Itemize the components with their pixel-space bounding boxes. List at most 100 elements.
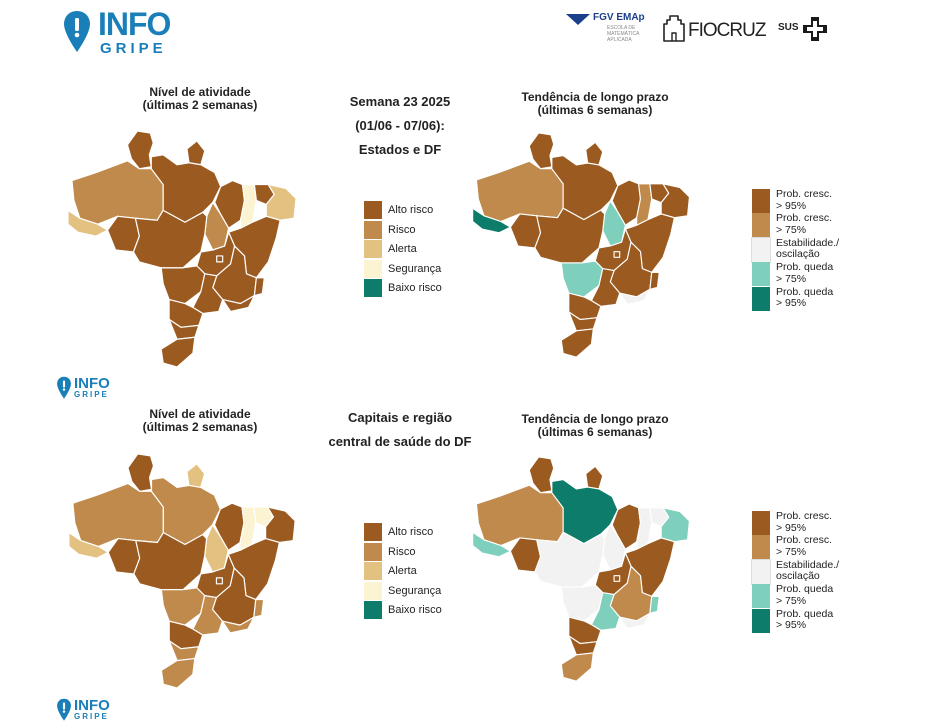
title-line: (últimas 6 semanas)	[537, 103, 653, 117]
state-rj	[222, 295, 255, 313]
legend-item: Prob. cresc. > 75%	[752, 213, 842, 238]
title-line: Nível de atividade	[149, 407, 251, 421]
legend-swatch	[752, 511, 770, 535]
map-pin-icon	[64, 11, 90, 52]
brazil-map	[472, 132, 691, 358]
title-line: Tendência de longo prazo	[521, 90, 669, 104]
logo-subtitle: GRIPE	[74, 390, 109, 399]
state-ap	[186, 140, 206, 166]
state-df	[216, 255, 224, 263]
fiocruz-logo: FIOCRUZ	[662, 14, 770, 44]
legend-swatch	[752, 213, 770, 238]
legend-item: Prob. cresc. > 95%	[752, 510, 842, 535]
legend-label: Prob. cresc. > 95%	[776, 510, 833, 534]
state-am	[475, 160, 564, 223]
legend-label: Estabilidade./oscilação	[776, 236, 840, 261]
legend-item: Baixo risco	[364, 279, 442, 297]
top-trend-title: Tendência de longo prazo (últimas 6 sema…	[495, 91, 695, 117]
state-ap	[585, 141, 604, 166]
legend-label: Baixo risco	[388, 282, 442, 294]
bottom-center-title: Capitais e região central de saúde do DF	[300, 406, 500, 454]
state-df	[613, 251, 621, 258]
fgv-label: FGV EMAp	[593, 12, 645, 23]
legend-label: Alto risco	[388, 526, 434, 538]
state-mt	[132, 209, 208, 269]
logo-wordmark: INFO	[74, 375, 110, 392]
logo-wordmark: INFO	[74, 697, 110, 714]
brazil-map	[67, 130, 297, 368]
legend-label: Baixo risco	[388, 604, 442, 616]
legend-swatch	[752, 584, 770, 609]
legend-label: Estabilidade./oscilação	[776, 558, 840, 583]
title-line: (últimas 6 semanas)	[537, 425, 653, 439]
legend-item: Prob. cresc. > 95%	[752, 188, 842, 213]
legend-item: Baixo risco	[364, 601, 442, 619]
state-ro	[107, 215, 140, 253]
legend-swatch	[364, 542, 382, 561]
top-center-title: Semana 23 2025 (01/06 - 07/06): Estados …	[320, 90, 480, 162]
legend-item: Prob. queda > 75%	[752, 262, 842, 287]
infogripe-small-logo: INFO GRIPE	[56, 376, 126, 402]
top-trend-map	[468, 131, 696, 361]
state-ac	[68, 532, 109, 559]
logo-subtitle: GRIPE	[100, 40, 167, 57]
logo-wordmark: INFO	[98, 6, 171, 42]
state-am	[71, 160, 164, 225]
state-es	[649, 271, 660, 290]
title-line: Tendência de longo prazo	[521, 412, 669, 426]
legend-swatch	[364, 220, 382, 239]
legend-label: Prob. cresc. > 75%	[776, 534, 833, 558]
title-line: Nível de atividade	[149, 85, 251, 99]
state-es	[253, 277, 265, 297]
legend-item: Segurança	[364, 581, 442, 600]
bottom-activity-title: Nível de atividade (últimas 2 semanas)	[110, 408, 290, 434]
legend-label: Prob. queda > 75%	[776, 583, 834, 607]
top-activity-title: Nível de atividade (últimas 2 semanas)	[110, 86, 290, 112]
legend-item: Alto risco	[364, 201, 433, 219]
scope-label: central de saúde do DF	[328, 434, 472, 449]
title-line: (últimas 2 semanas)	[142, 420, 258, 434]
state-df	[613, 575, 621, 582]
legend-label: Prob. queda > 95%	[776, 285, 834, 310]
legend-label: Risco	[388, 545, 416, 558]
title-line: (últimas 2 semanas)	[142, 98, 258, 112]
fiocruz-label: FIOCRUZ	[688, 20, 766, 41]
legend-swatch	[364, 279, 382, 297]
legend-item: Segurança	[364, 259, 441, 278]
legend-swatch	[751, 236, 771, 263]
logo-subtitle: GRIPE	[74, 712, 109, 721]
legend-swatch	[752, 535, 770, 560]
map-pin-icon	[57, 698, 71, 721]
fiocruz-castle-icon	[663, 15, 685, 42]
scope-label: Estados e DF	[358, 142, 442, 157]
state-df	[215, 577, 223, 585]
legend-swatch	[752, 262, 770, 287]
state-rj	[619, 288, 651, 306]
legend-item: Prob. queda > 95%	[752, 286, 842, 311]
legend-item: Risco	[364, 542, 416, 561]
legend-item: Prob. cresc. > 75%	[752, 535, 842, 560]
brazil-map	[472, 456, 691, 682]
sus-cross-icon	[803, 17, 827, 41]
fgv-mark-icon	[566, 14, 590, 25]
bottom-activity-map	[66, 452, 300, 692]
legend-label: Prob. cresc. > 95%	[776, 188, 833, 212]
legend-label: Alerta	[388, 565, 417, 577]
state-ac	[472, 207, 511, 234]
legend-label: Segurança	[388, 584, 442, 597]
legend-item: Alerta	[364, 240, 417, 258]
state-ap	[186, 463, 206, 488]
legend-label: Risco	[388, 223, 416, 236]
state-mt	[534, 207, 606, 264]
legend-swatch	[364, 259, 382, 278]
legend-swatch	[364, 201, 382, 219]
top-trend-legend: Prob. cresc. > 95% Prob. cresc. > 75% Estabi…	[751, 188, 862, 311]
scope-label: Capitais e região	[347, 410, 453, 425]
state-es	[253, 598, 265, 618]
legend-swatch	[752, 286, 770, 311]
legend-label: Prob. queda > 75%	[776, 261, 834, 285]
legend-item: Prob. queda > 75%	[752, 584, 842, 609]
sus-label: SUS	[778, 22, 799, 33]
state-am	[475, 484, 564, 547]
legend-item: Risco	[364, 220, 416, 239]
